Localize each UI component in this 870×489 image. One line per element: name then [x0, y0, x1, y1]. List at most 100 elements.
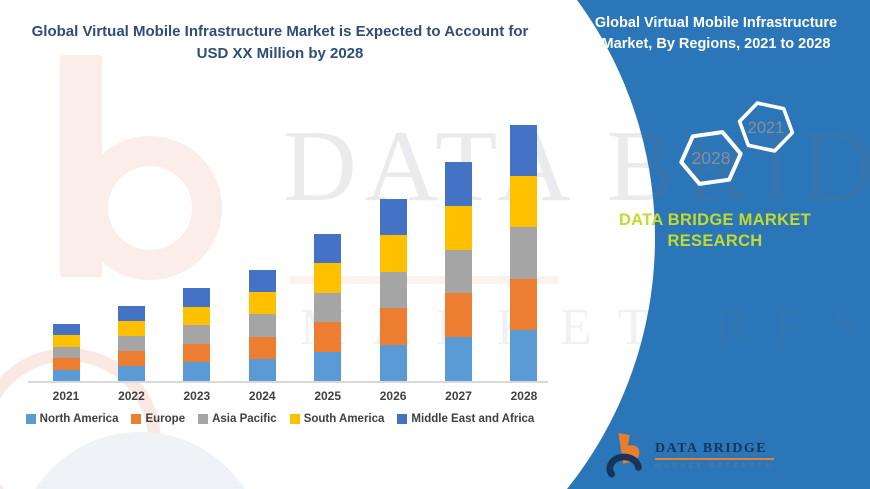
hexagon-2021	[737, 101, 795, 153]
bar-column-2025	[300, 96, 356, 381]
brand-name-text: DATA BRIDGE MARKET RESEARCH	[618, 211, 812, 250]
hexagon-2028-label: 2028	[692, 148, 731, 168]
watermark-circle	[15, 432, 265, 489]
bar-segment-2026-south-america	[379, 235, 407, 272]
bar-segment-2024-north-america	[248, 358, 276, 381]
bar-chart-plot-area	[38, 96, 552, 381]
legend-item-middle-east-and-africa: Middle East and Africa	[397, 413, 534, 425]
hexagon-2021-label: 2021	[748, 119, 785, 137]
data-bridge-logo-icon	[606, 433, 642, 478]
x-axis-label-2022: 2022	[118, 389, 145, 403]
bar-segment-2021-north-america	[52, 369, 80, 381]
bar-segment-2022-north-america	[117, 366, 145, 381]
legend-swatch-north-america	[25, 414, 36, 424]
bar-segment-2021-asia-pacific	[52, 346, 80, 359]
bar-segment-2025-north-america	[314, 351, 342, 381]
panel-title: Global Virtual Mobile Infrastructure Mar…	[594, 15, 838, 53]
chart-legend: North America Europe Asia Pacific South Ame…	[0, 413, 560, 425]
legend-swatch-europe	[131, 414, 142, 424]
bar-column-2027	[431, 96, 487, 381]
bar-segment-2024-europe	[248, 336, 276, 359]
legend-item-north-america: North America	[25, 413, 119, 425]
right-panel: Global Virtual Mobile Infrastructure Mar…	[560, 0, 870, 489]
x-axis-label-2026: 2026	[379, 389, 407, 403]
bar-segment-2028-europe	[510, 278, 538, 330]
bar-segment-2028-south-america	[510, 176, 538, 228]
bar-segment-2027-asia-pacific	[445, 249, 473, 294]
bar-stack-2028	[510, 125, 538, 381]
legend-item-europe: Europe	[131, 413, 185, 425]
bar-segment-2028-middle-east-and-africa	[510, 125, 538, 177]
bar-segment-2027-europe	[445, 293, 473, 338]
bar-segment-2026-asia-pacific	[379, 271, 407, 309]
x-axis-labels: 2021 2022 2023 2024 2025 2026 2027 2028	[38, 389, 552, 403]
bar-segment-2021-europe	[52, 358, 80, 370]
bar-segment-2024-asia-pacific	[248, 314, 276, 337]
legend-label-middle-east-and-africa: Middle East and Africa	[411, 413, 535, 425]
bar-segment-2022-asia-pacific	[117, 336, 145, 351]
x-axis-label-2027: 2027	[445, 389, 472, 403]
bar-segment-2027-north-america	[445, 337, 473, 381]
bar-segment-2021-middle-east-and-africa	[52, 324, 80, 336]
bar-segment-2026-north-america	[379, 344, 407, 381]
x-axis-label-2025: 2025	[314, 389, 342, 403]
bar-segment-2021-south-america	[52, 335, 80, 347]
bar-segment-2023-asia-pacific	[183, 325, 211, 344]
legend-swatch-middle-east-and-africa	[397, 414, 408, 424]
bar-stack-2025	[314, 234, 342, 381]
legend-label-europe: Europe	[145, 413, 186, 425]
legend-label-south-america: South America	[303, 413, 385, 425]
x-axis-label-2023: 2023	[183, 389, 211, 403]
legend-label-asia-pacific: Asia Pacific	[212, 413, 277, 425]
bar-segment-2023-middle-east-and-africa	[183, 288, 211, 307]
bar-stack-2026	[379, 199, 407, 381]
bar-column-2021	[38, 96, 94, 381]
bar-segment-2027-middle-east-and-africa	[445, 162, 473, 206]
bar-segment-2027-south-america	[445, 205, 473, 250]
bar-column-2023	[169, 96, 225, 381]
x-axis-label-2024: 2024	[248, 389, 276, 403]
bar-segment-2025-asia-pacific	[314, 292, 342, 323]
logo-tagline: MARKET RESEARCH	[655, 462, 775, 470]
chart-title: Global Virtual Mobile Infrastructure Mar…	[31, 23, 529, 62]
bar-column-2024	[234, 96, 290, 381]
legend-label-north-america: North America	[39, 413, 119, 425]
bar-segment-2022-middle-east-and-africa	[117, 306, 145, 321]
data-bridge-logo: DATA BRIDGE MARKET RESEARCH	[605, 432, 775, 478]
logo-name: DATA BRIDGE	[655, 441, 775, 460]
legend-item-south-america: South America	[289, 413, 385, 425]
bar-segment-2026-middle-east-and-africa	[379, 199, 407, 236]
bar-segment-2024-south-america	[248, 292, 276, 315]
bar-segment-2028-north-america	[510, 329, 538, 381]
bar-stack-2024	[248, 270, 276, 381]
bar-column-2022	[103, 96, 159, 381]
hexagon-2028	[679, 130, 743, 186]
x-axis-label-2028: 2028	[510, 389, 538, 403]
bar-segment-2025-south-america	[314, 263, 342, 293]
bar-column-2028	[496, 96, 552, 381]
bar-column-2026	[365, 96, 421, 381]
bar-stack-2022	[117, 306, 145, 381]
legend-swatch-asia-pacific	[198, 414, 209, 424]
panel-curve-cutout	[560, 0, 655, 489]
bar-segment-2028-asia-pacific	[510, 227, 538, 279]
x-axis-label-2021: 2021	[52, 389, 80, 403]
bar-stack-2027	[445, 162, 473, 381]
bar-segment-2023-north-america	[183, 362, 211, 381]
right-panel-background	[560, 0, 870, 489]
bar-segment-2023-south-america	[183, 306, 211, 326]
bar-segment-2022-south-america	[117, 321, 145, 336]
legend-swatch-south-america	[289, 414, 300, 424]
bar-stack-2021	[52, 324, 80, 381]
bar-segment-2025-europe	[314, 322, 342, 352]
x-axis-line	[28, 381, 548, 383]
bar-segment-2026-europe	[379, 308, 407, 345]
bar-segment-2023-europe	[183, 343, 211, 363]
bar-segment-2022-europe	[117, 351, 145, 366]
legend-item-asia-pacific: Asia Pacific	[198, 413, 277, 425]
bar-segment-2024-middle-east-and-africa	[248, 270, 276, 293]
hexagon-graphic: 2021 2028	[679, 101, 795, 186]
bar-segment-2025-middle-east-and-africa	[314, 234, 342, 264]
bar-stack-2023	[183, 288, 211, 381]
